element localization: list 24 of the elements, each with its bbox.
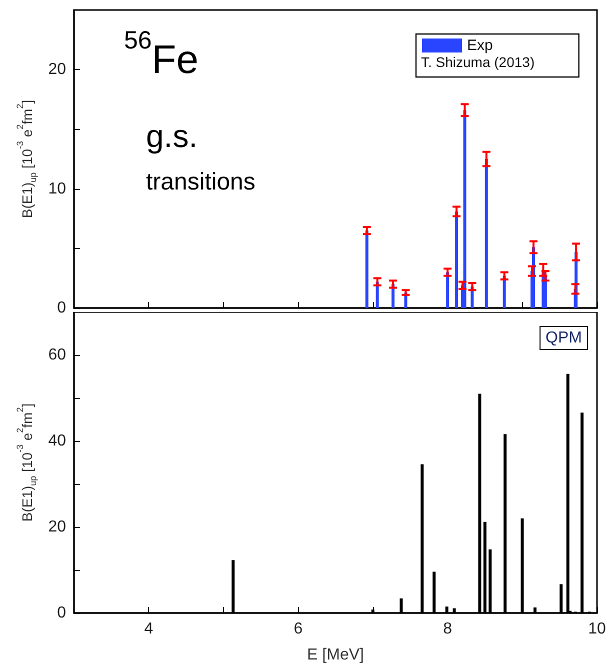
x-axis-title: E [MeV] bbox=[307, 646, 364, 664]
annotation: QPM bbox=[546, 330, 582, 346]
y-tick-label: 10 bbox=[48, 180, 66, 198]
x-tick-label: 8 bbox=[443, 620, 452, 638]
x-tick-label: 10 bbox=[588, 620, 606, 638]
bar bbox=[446, 272, 450, 308]
y-tick-label: 0 bbox=[57, 300, 66, 316]
bar bbox=[463, 110, 466, 308]
text: B(E1)up [10-3 e2fm2] bbox=[15, 403, 38, 522]
text: B(E1)up [10-3 e2fm2] bbox=[15, 100, 38, 218]
legend-label: Exp bbox=[467, 37, 493, 54]
x-tick-label: 6 bbox=[294, 620, 303, 638]
y-tick-label: 60 bbox=[48, 346, 66, 364]
bar bbox=[365, 230, 368, 308]
y-tick-label: 0 bbox=[57, 604, 66, 622]
bar bbox=[455, 211, 458, 308]
y-tick-label: 40 bbox=[48, 432, 66, 450]
x-tick-label: 4 bbox=[144, 620, 154, 638]
annotation: T. Shizuma (2013) bbox=[421, 54, 535, 70]
bar bbox=[484, 159, 488, 308]
annotation: transitions bbox=[146, 168, 256, 196]
y-tick-label: 20 bbox=[48, 518, 66, 536]
annotation: g.s. bbox=[146, 118, 198, 154]
y-tick-label: 20 bbox=[48, 61, 66, 78]
